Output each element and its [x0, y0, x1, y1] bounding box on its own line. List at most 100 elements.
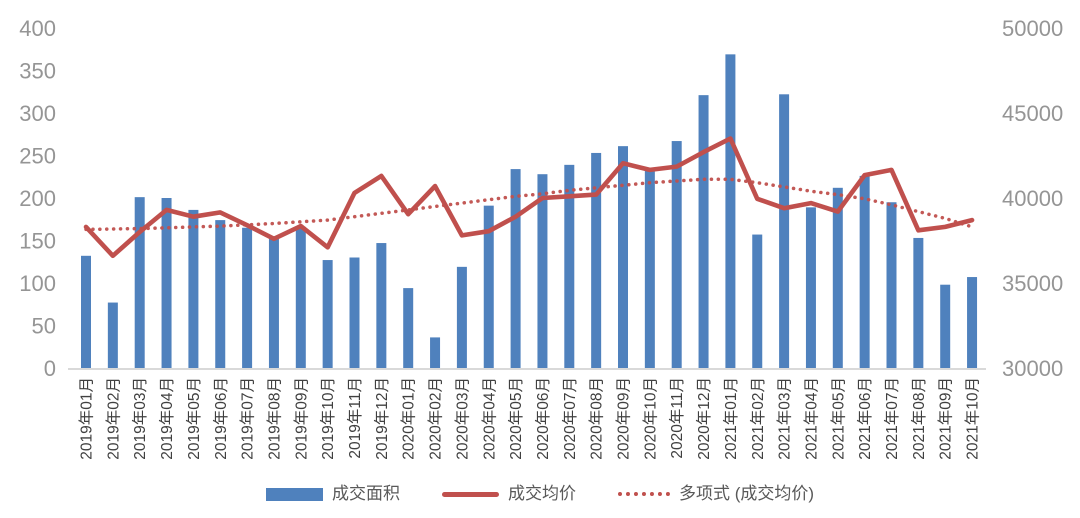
x-label-2020年10月: 2020年10月 — [641, 377, 659, 460]
bar-2021年05月[interactable] — [832, 187, 843, 368]
price-line-path[interactable] — [83, 136, 975, 259]
left-axis-tick-150: 150 — [19, 229, 56, 254]
left-axis-tick-350: 350 — [19, 59, 56, 84]
bar-2019年10月[interactable] — [322, 260, 333, 368]
bar-2019年09月[interactable] — [295, 226, 306, 368]
legend-item-price[interactable]: 成交均价 — [441, 483, 576, 505]
bar-2019年02月[interactable] — [107, 302, 118, 368]
line-swatch-icon — [441, 491, 499, 497]
bar-2021年10月[interactable] — [967, 277, 978, 368]
left-axis-tick-400: 400 — [19, 16, 56, 41]
bar-2020年02月[interactable] — [430, 337, 441, 368]
x-label-2021年02月: 2021年02月 — [749, 377, 767, 460]
x-label-2020年12月: 2020年12月 — [695, 377, 713, 460]
left-axis-tick-100: 100 — [19, 271, 56, 296]
x-label-2020年02月: 2020年02月 — [427, 377, 445, 460]
left-axis-tick-50: 50 — [32, 314, 56, 339]
bar-2019年11月[interactable] — [349, 257, 360, 369]
x-label-2021年10月: 2021年10月 — [964, 377, 982, 460]
left-axis-tick-200: 200 — [19, 186, 56, 211]
bar-2019年07月[interactable] — [242, 227, 253, 368]
right-axis-tick-30000: 30000 — [1002, 356, 1063, 381]
x-label-2021年01月: 2021年01月 — [722, 377, 740, 460]
left-axis-tick-0: 0 — [44, 356, 56, 381]
bar-2020年10月[interactable] — [644, 168, 655, 368]
bar-2020年05月[interactable] — [510, 169, 521, 368]
right-axis-tick-50000: 50000 — [1002, 16, 1063, 41]
x-label-2021年05月: 2021年05月 — [829, 377, 847, 460]
right-axis-tick-35000: 35000 — [1002, 271, 1063, 296]
x-label-2021年08月: 2021年08月 — [910, 377, 928, 460]
x-label-2020年05月: 2020年05月 — [507, 377, 525, 460]
legend-label-area: 成交面积 — [331, 484, 400, 503]
bar-2019年03月[interactable] — [134, 197, 145, 368]
bar-swatch-icon — [265, 487, 323, 501]
x-label-2019年01月: 2019年01月 — [78, 377, 96, 460]
legend-label-price: 成交均价 — [507, 484, 576, 503]
bar-2020年01月[interactable] — [403, 288, 414, 368]
bar-2019年04月[interactable] — [161, 198, 172, 368]
bar-2019年06月[interactable] — [215, 220, 226, 368]
bar-2021年04月[interactable] — [805, 207, 816, 368]
left-axis-tick-300: 300 — [19, 101, 56, 126]
x-label-2020年01月: 2020年01月 — [400, 377, 418, 460]
legend: 成交面积 成交均价 多项式 (成交均价) — [0, 483, 1080, 505]
x-label-2021年04月: 2021年04月 — [802, 377, 820, 460]
x-label-2021年09月: 2021年09月 — [937, 377, 955, 460]
x-label-2019年08月: 2019年08月 — [265, 377, 283, 460]
legend-label-trendline: 多项式 (成交均价) — [678, 484, 815, 503]
left-axis-tick-labels: 0 50 100 150 200 250 300 350 400 — [19, 16, 56, 381]
x-label-2020年08月: 2020年08月 — [588, 377, 606, 460]
bar-2020年07月[interactable] — [564, 164, 575, 368]
bar-2020年04月[interactable] — [483, 205, 494, 368]
x-label-2019年06月: 2019年06月 — [212, 377, 230, 460]
bar-2019年12月[interactable] — [376, 243, 387, 368]
x-label-2020年03月: 2020年03月 — [453, 377, 471, 460]
x-label-2020年04月: 2020年04月 — [480, 377, 498, 460]
x-label-2020年09月: 2020年09月 — [615, 377, 633, 460]
x-label-2019年04月: 2019年04月 — [158, 377, 176, 460]
x-label-2019年05月: 2019年05月 — [185, 377, 203, 460]
bar-2020年08月[interactable] — [591, 152, 602, 368]
bar-2021年07月[interactable] — [886, 202, 897, 368]
bar-series-area[interactable] — [81, 54, 978, 369]
x-label-2021年07月: 2021年07月 — [883, 377, 901, 460]
bar-2021年06月[interactable] — [859, 175, 870, 368]
bar-2019年01月[interactable] — [81, 255, 91, 368]
x-label-2021年06月: 2021年06月 — [856, 377, 874, 460]
x-label-2021年03月: 2021年03月 — [776, 377, 794, 460]
bar-2020年03月[interactable] — [456, 266, 467, 368]
right-axis-tick-45000: 45000 — [1002, 101, 1063, 126]
legend-item-area[interactable]: 成交面积 — [265, 483, 400, 505]
right-axis-tick-40000: 40000 — [1002, 186, 1063, 211]
bar-2020年06月[interactable] — [537, 174, 548, 368]
legend-item-trendline[interactable]: 多项式 (成交均价) — [617, 483, 815, 505]
x-label-2019年10月: 2019年10月 — [319, 377, 337, 460]
right-axis-tick-labels: 30000 35000 40000 45000 50000 — [1002, 16, 1063, 381]
bar-2020年11月[interactable] — [671, 141, 682, 368]
x-label-2020年07月: 2020年07月 — [561, 377, 579, 460]
bar-2020年09月[interactable] — [618, 146, 628, 368]
bar-2021年02月[interactable] — [752, 234, 763, 368]
bar-2019年05月[interactable] — [188, 209, 199, 368]
line-series-price[interactable] — [83, 136, 975, 259]
chart-svg: 0 50 100 150 200 250 300 350 400 30000 35000 40000… — [19, 16, 1063, 460]
bar-2019年08月[interactable] — [268, 236, 279, 368]
left-axis-tick-250: 250 — [19, 144, 56, 169]
bar-2020年12月[interactable] — [698, 95, 709, 369]
bar-2021年03月[interactable] — [779, 94, 790, 369]
x-label-2019年07月: 2019年07月 — [239, 377, 257, 460]
x-label-2019年03月: 2019年03月 — [131, 377, 149, 460]
bar-2021年01月[interactable] — [725, 54, 736, 368]
x-label-2019年12月: 2019年12月 — [373, 377, 391, 460]
x-label-2019年02月: 2019年02月 — [104, 377, 122, 460]
bar-2021年09月[interactable] — [940, 284, 951, 368]
x-label-2020年06月: 2020年06月 — [534, 377, 552, 460]
x-label-2019年11月: 2019年11月 — [346, 377, 364, 459]
x-label-2020年11月: 2020年11月 — [668, 377, 686, 459]
bar-2021年08月[interactable] — [913, 237, 924, 368]
x-label-2019年09月: 2019年09月 — [292, 377, 310, 460]
x-axis-category-labels: 2019年01月 2019年02月 2019年03月 2019年04月 2019年05月… — [78, 377, 982, 460]
dotted-line-swatch-icon — [617, 492, 670, 496]
